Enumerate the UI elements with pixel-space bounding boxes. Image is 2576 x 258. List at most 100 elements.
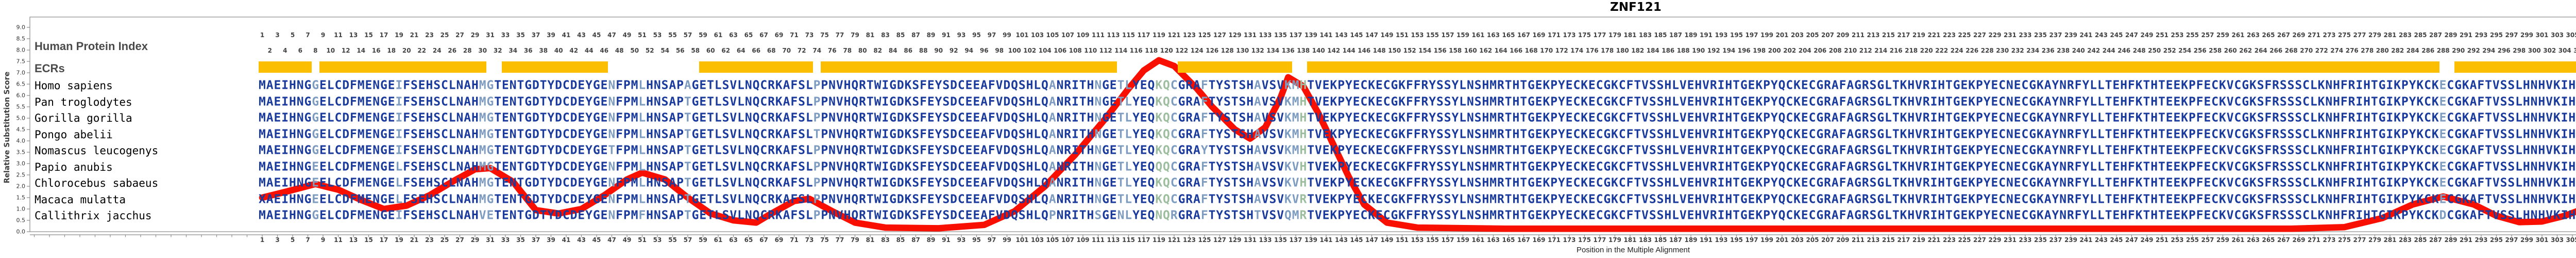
ruler-number: 239 bbox=[2064, 236, 2078, 244]
ruler-number: 247 bbox=[2125, 31, 2139, 39]
ruler-number: 294 bbox=[2482, 47, 2496, 54]
ruler-number: 176 bbox=[1585, 47, 1599, 54]
ruler-number: 285 bbox=[2414, 31, 2427, 39]
ruler-number: 291 bbox=[2459, 31, 2473, 39]
ruler-number: 223 bbox=[1942, 31, 1956, 39]
ruler-number: 245 bbox=[2110, 31, 2123, 39]
ruler-number: 220 bbox=[1920, 47, 1933, 54]
ruler-number: 124 bbox=[1190, 47, 1204, 54]
ecr-bar[interactable] bbox=[2454, 61, 2576, 73]
ruler-number: 106 bbox=[1054, 47, 1067, 54]
ruler-number: 256 bbox=[2193, 47, 2207, 54]
ruler-number: 28 bbox=[463, 47, 472, 54]
ruler-number: 127 bbox=[1213, 31, 1227, 39]
ruler-number: 241 bbox=[2079, 236, 2093, 244]
ruler-number: 25 bbox=[440, 236, 449, 244]
ruler-number: 221 bbox=[1927, 236, 1941, 244]
y-tick-label: 1.5 bbox=[16, 194, 26, 201]
ruler-number: 37 bbox=[531, 31, 540, 39]
ruler-number: 7 bbox=[306, 236, 310, 244]
ruler-number: 138 bbox=[1297, 47, 1310, 54]
ruler-number: 197 bbox=[1745, 236, 1758, 244]
ruler-number: 293 bbox=[2475, 236, 2488, 244]
ecr-bar[interactable] bbox=[1178, 61, 1292, 73]
ruler-number: 79 bbox=[851, 31, 859, 39]
ruler-number: 21 bbox=[410, 31, 419, 39]
ruler-number: 153 bbox=[1411, 236, 1424, 244]
ruler-number: 281 bbox=[2383, 31, 2397, 39]
ruler-number: 225 bbox=[1958, 236, 1971, 244]
ruler-number: 47 bbox=[607, 31, 616, 39]
ruler-number: 237 bbox=[2049, 236, 2062, 244]
ruler-number: 33 bbox=[501, 31, 510, 39]
ruler-number: 205 bbox=[1806, 236, 1819, 244]
ruler-number: 155 bbox=[1426, 236, 1439, 244]
ruler-number: 255 bbox=[2185, 31, 2199, 39]
ruler-number: 297 bbox=[2505, 236, 2518, 244]
ruler-number: 6 bbox=[298, 47, 302, 54]
ruler-number: 137 bbox=[1289, 31, 1302, 39]
ruler-number: 246 bbox=[2117, 47, 2131, 54]
ruler-number: 301 bbox=[2535, 31, 2549, 39]
ruler-number: 70 bbox=[782, 47, 791, 54]
ruler-number: 136 bbox=[1281, 47, 1295, 54]
ruler-number: 29 bbox=[470, 236, 480, 244]
sequence-row-callithrix-jacchus: MAEIHNGGELCDFMENGEIFSEHSCLNAHVETENTGDTYD… bbox=[259, 208, 2576, 222]
sequence-row-papio-anubis: MAEIHNGEELCDFMENGELFSEHSCLNAHMGTENTGDTYD… bbox=[259, 160, 2576, 173]
ruler-number: 99 bbox=[1003, 31, 1011, 39]
ecr-bar[interactable] bbox=[258, 61, 312, 73]
ruler-number: 271 bbox=[2307, 236, 2321, 244]
ruler-number: 149 bbox=[1380, 31, 1394, 39]
ruler-number: 27 bbox=[455, 31, 464, 39]
ruler-number: 185 bbox=[1654, 31, 1667, 39]
ruler-number: 114 bbox=[1114, 47, 1128, 54]
ruler-number: 21 bbox=[410, 236, 419, 244]
ruler-number: 145 bbox=[1350, 236, 1363, 244]
ecr-bar[interactable] bbox=[319, 61, 487, 73]
ruler-number: 35 bbox=[516, 31, 525, 39]
ruler-number: 117 bbox=[1137, 236, 1150, 244]
ruler-number: 5 bbox=[290, 236, 295, 244]
ruler-number: 102 bbox=[1023, 47, 1037, 54]
ruler-number: 101 bbox=[1015, 31, 1029, 39]
y-tick-label: 6.5 bbox=[16, 80, 26, 88]
ruler-number: 19 bbox=[395, 31, 403, 39]
ruler-number: 215 bbox=[1882, 236, 1895, 244]
ruler-number: 241 bbox=[2079, 31, 2093, 39]
ruler-number: 125 bbox=[1198, 236, 1211, 244]
ruler-number: 129 bbox=[1228, 236, 1242, 244]
y-tick-label: 0.5 bbox=[16, 217, 26, 224]
ruler-number: 59 bbox=[699, 31, 707, 39]
ruler-number: 218 bbox=[1905, 47, 1918, 54]
ruler-number: 200 bbox=[1768, 47, 1781, 54]
ruler-number: 93 bbox=[957, 31, 966, 39]
ruler-number: 130 bbox=[1236, 47, 1249, 54]
ruler-number: 3 bbox=[275, 236, 280, 244]
ruler-number: 259 bbox=[2216, 31, 2230, 39]
x-axis-title: Position in the Multiple Alignment bbox=[1576, 246, 1690, 254]
ruler-number: 14 bbox=[357, 47, 366, 54]
ecr-bar[interactable] bbox=[821, 61, 1117, 73]
ruler-number: 244 bbox=[2102, 47, 2115, 54]
ruler-number: 235 bbox=[2033, 31, 2047, 39]
ecr-bar[interactable] bbox=[699, 61, 814, 73]
species-label-callithrix-jacchus: Callithrix jacchus bbox=[35, 209, 152, 222]
ruler-number: 104 bbox=[1038, 47, 1052, 54]
ruler-number: 289 bbox=[2444, 236, 2458, 244]
ruler-number: 257 bbox=[2201, 236, 2214, 244]
ecr-bar[interactable] bbox=[501, 61, 608, 73]
sequence-row-homo-sapiens: MAEIHNGGELCDFMENGEIFSEHSCLNAHMGTENTGDTYD… bbox=[259, 78, 2576, 92]
species-label-pan-troglodytes: Pan troglodytes bbox=[35, 95, 132, 108]
y-tick-label: 8.5 bbox=[16, 35, 26, 42]
ruler-number: 237 bbox=[2049, 31, 2062, 39]
ruler-number: 282 bbox=[2391, 47, 2404, 54]
ruler-number: 234 bbox=[2026, 47, 2040, 54]
ruler-number: 46 bbox=[600, 47, 609, 54]
ruler-number: 32 bbox=[493, 47, 502, 54]
ecr-bar[interactable] bbox=[1307, 61, 2439, 73]
ruler-number: 121 bbox=[1167, 31, 1181, 39]
ruler-number: 173 bbox=[1563, 31, 1576, 39]
y-tick-label: 4.5 bbox=[16, 126, 26, 133]
ruler-number: 262 bbox=[2239, 47, 2252, 54]
ruler-number: 283 bbox=[2398, 236, 2412, 244]
